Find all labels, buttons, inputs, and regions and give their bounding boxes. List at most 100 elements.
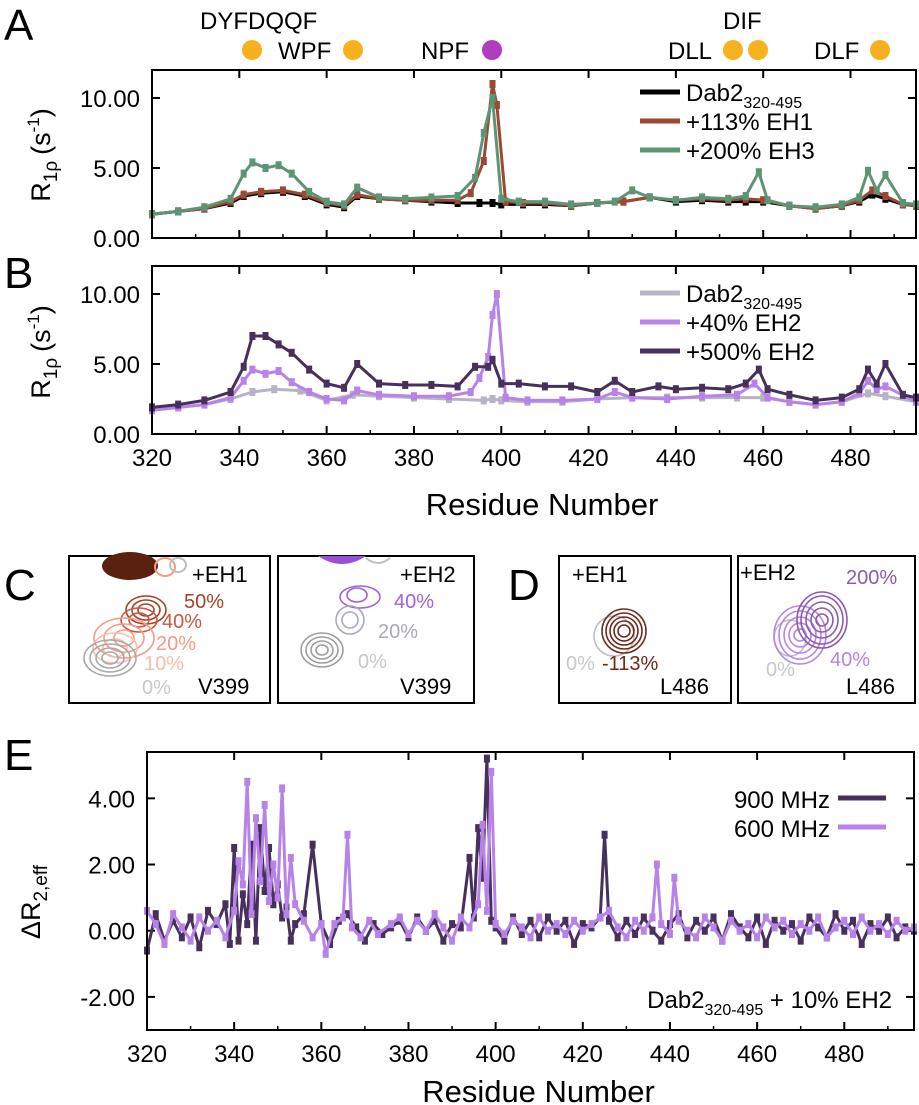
level-label: 0% <box>766 659 795 681</box>
data-point <box>562 916 569 925</box>
data-point <box>498 396 505 405</box>
y-tick-label: 2.00 <box>88 853 135 880</box>
series--200-eh3 <box>149 94 919 219</box>
y-tick-label: 0.00 <box>93 422 140 449</box>
motif-label-dlf: DLF <box>814 38 859 65</box>
data-point <box>788 930 795 939</box>
data-point <box>249 332 256 340</box>
peak-40-eh1 <box>120 607 158 633</box>
data-point <box>806 913 813 922</box>
data-point <box>640 913 647 922</box>
data-point <box>323 379 330 388</box>
motif-dot-dif <box>748 40 768 60</box>
ylabel-b: R1ρ(s-1) <box>24 305 62 399</box>
data-point <box>594 199 601 207</box>
data-point <box>152 910 159 919</box>
data-point <box>788 920 795 929</box>
data-point <box>658 936 665 945</box>
data-point <box>361 936 368 945</box>
data-point <box>658 920 665 929</box>
data-point <box>152 920 159 929</box>
data-point <box>244 777 251 786</box>
x-tick-label: 320 <box>132 445 172 472</box>
data-point <box>467 189 474 198</box>
legend-label: 900 MHz <box>734 787 830 814</box>
data-point <box>806 926 813 935</box>
data-point <box>745 933 752 942</box>
data-point <box>649 913 656 922</box>
peak-40-eh2 <box>339 585 381 609</box>
data-point <box>541 382 548 391</box>
data-point <box>786 390 793 399</box>
data-point <box>405 930 412 939</box>
data-point <box>341 200 348 209</box>
x-tick-label: 340 <box>219 445 259 472</box>
data-point <box>893 933 900 942</box>
data-point <box>762 939 769 948</box>
data-point <box>649 926 656 935</box>
data-point <box>832 923 839 932</box>
data-point <box>856 389 863 398</box>
data-point <box>402 381 409 389</box>
data-point <box>262 369 269 378</box>
panel-letter-b: B <box>4 249 33 298</box>
peak-200-d-eh2 <box>796 591 848 649</box>
data-point <box>536 913 543 922</box>
data-point <box>344 830 351 839</box>
motif-label-npf: NPF <box>421 38 469 65</box>
data-point <box>760 196 767 205</box>
data-point <box>488 916 495 925</box>
data-point <box>614 933 621 942</box>
data-point <box>340 913 347 922</box>
data-point <box>849 916 856 925</box>
data-point <box>301 190 308 199</box>
data-point <box>601 830 608 839</box>
data-point <box>449 936 456 945</box>
data-point <box>510 916 517 925</box>
data-point <box>536 933 543 942</box>
data-point <box>632 916 639 925</box>
data-point <box>524 396 531 405</box>
data-point <box>515 197 522 206</box>
data-point <box>864 166 871 175</box>
data-point <box>611 376 618 385</box>
data-point <box>353 923 360 932</box>
y-tick-label: 0.00 <box>88 919 135 946</box>
data-point <box>467 388 474 396</box>
data-point <box>309 840 316 849</box>
data-point <box>527 933 534 942</box>
legend-label: +40% EH2 <box>686 310 801 337</box>
data-point <box>527 916 534 925</box>
data-point <box>544 913 551 922</box>
data-point <box>201 396 208 405</box>
data-point <box>867 926 874 935</box>
data-point <box>287 936 294 945</box>
level-label: 0% <box>358 651 387 673</box>
data-point <box>306 187 313 196</box>
spectrum-c-eh2: +EH2 40% 20% 0% V399 <box>277 555 475 704</box>
data-point <box>771 923 778 932</box>
spectrum-d-eh1: +EH1 0% -113% L486 <box>558 555 732 704</box>
x-tick-label: 380 <box>388 1041 428 1068</box>
motif-label-dll: DLL <box>668 38 712 65</box>
data-point <box>838 397 845 406</box>
data-point <box>498 379 505 388</box>
data-point <box>476 199 483 207</box>
data-point <box>864 376 871 385</box>
data-point <box>579 920 586 929</box>
data-point <box>483 906 490 915</box>
data-point <box>257 824 264 833</box>
data-point <box>205 906 212 915</box>
data-point <box>571 916 578 925</box>
data-point <box>475 824 482 833</box>
data-point <box>611 388 618 396</box>
data-point <box>493 290 500 298</box>
data-point <box>488 767 495 776</box>
data-point <box>764 385 771 394</box>
peak-0-eh2 <box>300 632 344 668</box>
data-point <box>754 913 761 922</box>
data-point <box>873 379 880 388</box>
data-point <box>620 197 627 206</box>
data-point <box>297 386 304 395</box>
data-point <box>472 173 479 182</box>
